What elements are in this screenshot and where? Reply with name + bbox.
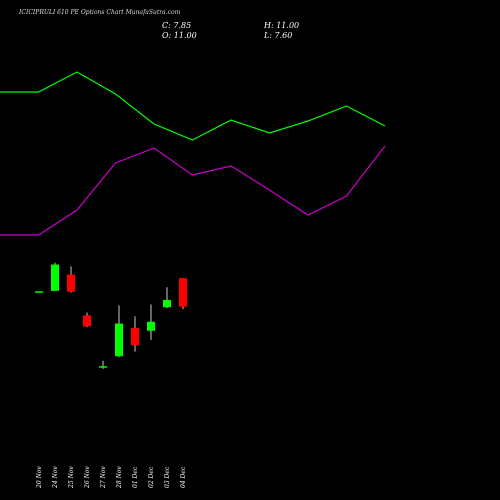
x-tick-label: 27 Nov [100,466,107,489]
open-value: O: 11.00 [162,31,197,40]
low-value: L: 7.60 [264,31,293,40]
candle-body [67,274,75,292]
x-tick-label: 03 Dec [164,466,171,488]
ohlc-high-low: H: 11.00 L: 7.60 [264,21,299,41]
high-value: H: 11.00 [264,21,300,30]
candle-body [83,315,91,327]
candle-body [147,321,155,331]
indicator-line-1 [0,71,386,141]
candle-body [179,278,187,307]
candle-body [131,328,139,346]
candle-body [35,291,43,293]
x-tick-label: 28 Nov [116,466,123,489]
x-tick-label: 02 Dec [148,466,155,488]
candle-body [99,366,107,368]
x-tick-label: 24 Nov [52,466,59,489]
chart-title: ICICIPRULI 610 PE Options Chart MunafaSu… [19,9,181,16]
candle-body [51,264,59,291]
candle-body [115,323,123,357]
indicator-line-2 [0,145,386,236]
x-tick-label: 26 Nov [84,466,91,489]
x-tick-label: 04 Dec [180,466,187,488]
x-tick-label: 20 Nov [36,466,43,489]
ohlc-close-open: C: 7.85 O: 11.00 [162,21,197,41]
close-value: C: 7.85 [162,21,192,30]
x-tick-label: 01 Dec [132,466,139,488]
x-tick-label: 25 Nov [68,466,75,489]
candle-body [163,299,171,308]
